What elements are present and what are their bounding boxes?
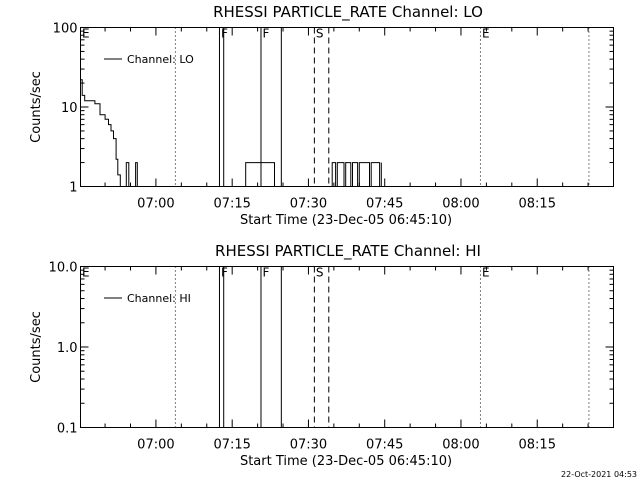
- hi-legend-label: Channel: HI: [127, 292, 191, 305]
- lo-marker-label-4: F: [262, 27, 269, 41]
- lo-y-tick-label-1: 10: [61, 101, 78, 116]
- lo-y-axis-title: Counts/sec: [29, 71, 44, 143]
- lo-chart-title: RHESSI PARTICLE_RATE Channel: LO: [213, 3, 483, 22]
- hi-x-axis-title: Start Time (23-Dec-05 06:45:10): [240, 454, 452, 469]
- lo-legend: Channel: LO: [104, 53, 194, 66]
- hi-y-axis-title: Counts/sec: [29, 311, 44, 383]
- hi-y-tick-label-2: 10.0: [49, 261, 78, 276]
- lo-y-ticks: 1 10 100: [53, 22, 614, 196]
- lo-y-tick-label-2: 100: [53, 22, 78, 37]
- hi-marker-label-0: E: [82, 266, 90, 280]
- lo-x-tick-label-5: 08:15: [519, 197, 556, 212]
- lo-marker-label-8: E: [482, 27, 490, 41]
- hi-marker-label-6: S: [316, 266, 324, 280]
- hi-marker-label-8: E: [482, 266, 490, 280]
- hi-x-ticks: 07:00 07:15 07:30 07:45 08:00 08:15: [104, 266, 614, 453]
- lo-legend-label: Channel: LO: [127, 53, 194, 66]
- hi-plot-frame: [80, 266, 614, 428]
- lo-marker-label-6: S: [316, 27, 324, 41]
- lo-series: [80, 79, 382, 187]
- lo-marker-label-2: F: [221, 27, 228, 41]
- lo-x-axis-title: Start Time (23-Dec-05 06:45:10): [240, 213, 452, 228]
- hi-chart-title: RHESSI PARTICLE_RATE Channel: HI: [215, 242, 481, 261]
- lo-x-tick-label-4: 08:00: [442, 197, 479, 212]
- hi-legend: Channel: HI: [104, 292, 191, 305]
- hi-y-ticks: 0.1 1.0 10.0: [49, 261, 614, 437]
- hi-x-tick-label-4: 08:00: [442, 438, 479, 453]
- lo-series-line-2: [330, 162, 382, 187]
- hi-channel-panel: RHESSI PARTICLE_RATE Channel: HI E F F S E 0…: [29, 242, 614, 469]
- hi-y-tick-label-0: 0.1: [57, 422, 78, 437]
- lo-x-tick-label-0: 07:00: [137, 197, 174, 212]
- lo-series-line-1: [244, 162, 280, 187]
- lo-marker-label-0: E: [82, 27, 90, 41]
- hi-x-tick-label-2: 07:30: [290, 438, 327, 453]
- hi-y-tick-label-1: 1.0: [57, 341, 78, 356]
- lo-x-tick-label-3: 07:45: [366, 197, 403, 212]
- lo-x-ticks: 07:00 07:15 07:30 07:45 08:00 08:15: [104, 27, 614, 212]
- hi-x-tick-label-3: 07:45: [366, 438, 403, 453]
- hi-x-tick-label-1: 07:15: [213, 438, 250, 453]
- hi-x-tick-label-5: 08:15: [519, 438, 556, 453]
- hi-marker-label-2: F: [221, 266, 228, 280]
- generation-timestamp: 22-Oct-2021 04:53: [561, 470, 637, 479]
- lo-y-tick-label-0: 1: [69, 181, 77, 196]
- lo-x-tick-label-1: 07:15: [213, 197, 250, 212]
- lo-channel-panel: RHESSI PARTICLE_RATE Channel: LO E F F S E 0…: [29, 3, 614, 228]
- hi-x-tick-label-0: 07:00: [137, 438, 174, 453]
- hi-marker-label-4: F: [262, 266, 269, 280]
- lo-series-line-0: [80, 79, 138, 187]
- lo-x-tick-label-2: 07:30: [290, 197, 327, 212]
